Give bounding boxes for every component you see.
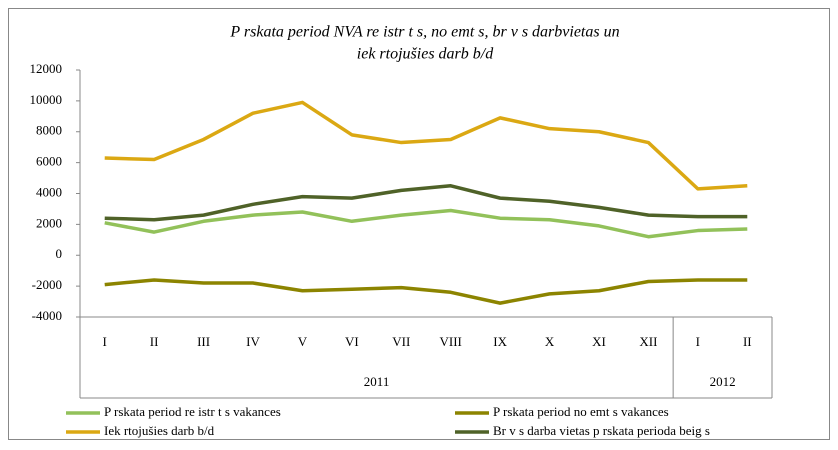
chart-title: P rskata period NVA re istr t s, no emt … (229, 24, 619, 41)
x-tick-label: II (150, 334, 159, 349)
x-tick-label: III (197, 334, 210, 349)
y-tick-label: 8000 (36, 123, 62, 138)
x-tick-label: IX (493, 334, 507, 349)
y-tick-label: 10000 (30, 92, 63, 107)
x-tick-label: I (696, 334, 700, 349)
x-group-label: 2012 (710, 374, 736, 389)
x-tick-label: I (103, 334, 107, 349)
legend-label: P rskata period re istr t s vakances (104, 404, 281, 419)
series-line (104, 100, 748, 191)
x-tick-label: V (298, 334, 308, 349)
x-tick-label: VIII (440, 334, 462, 349)
y-tick-label: 6000 (36, 154, 62, 169)
x-tick-label: XI (592, 334, 606, 349)
legend-label: Iek rtojušies darb b/d (104, 423, 215, 438)
legend-label: Br v s darba vietas p rskata perioda bei… (493, 423, 710, 438)
x-tick-label: IV (246, 334, 260, 349)
y-tick-label: -4000 (32, 308, 62, 323)
x-tick-label: VII (392, 334, 410, 349)
series-line (104, 208, 748, 239)
y-tick-label: 0 (56, 246, 63, 261)
x-group-label: 2011 (364, 374, 390, 389)
y-tick-label: 12000 (30, 61, 63, 76)
series-line (104, 278, 748, 305)
x-tick-label: XII (639, 334, 657, 349)
x-tick-label: X (545, 334, 555, 349)
x-tick-label: II (743, 334, 752, 349)
y-tick-label: -2000 (32, 277, 62, 292)
chart-title: iek rtojušies darb b/d (357, 46, 494, 63)
y-tick-label: 4000 (36, 184, 62, 199)
series-line (104, 184, 748, 222)
x-tick-label: VI (345, 334, 359, 349)
chart-border (8, 8, 830, 440)
y-tick-label: 2000 (36, 215, 62, 230)
legend-label: P rskata period no emt s vakances (493, 404, 669, 419)
